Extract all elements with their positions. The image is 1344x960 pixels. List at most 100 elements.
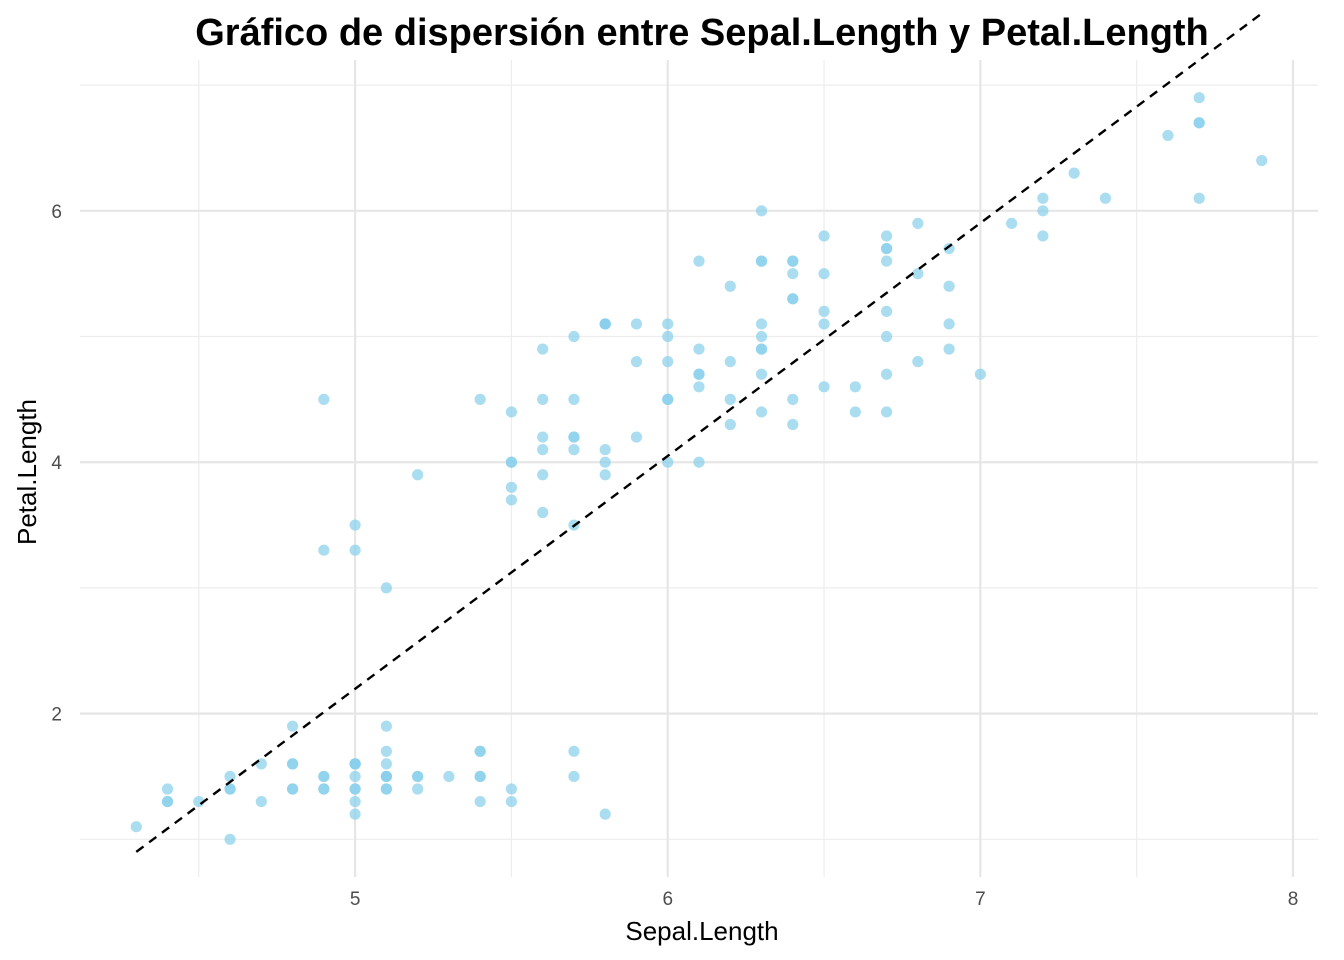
data-point — [224, 783, 236, 795]
data-point — [349, 758, 361, 770]
data-point — [818, 381, 830, 393]
chart-title: Gráfico de dispersión entre Sepal.Length… — [195, 12, 1209, 54]
data-point — [943, 343, 955, 355]
data-point — [787, 293, 799, 305]
data-point — [412, 770, 424, 783]
data-point — [755, 368, 768, 380]
data-point — [349, 795, 361, 808]
data-point — [505, 783, 518, 795]
data-point — [161, 795, 174, 808]
data-point — [630, 318, 643, 330]
data-point — [1006, 217, 1018, 229]
data-point — [130, 821, 142, 833]
data-point — [974, 368, 986, 380]
data-point — [286, 720, 299, 732]
data-point — [380, 720, 392, 732]
data-point — [537, 469, 549, 481]
data-point — [630, 356, 643, 368]
data-point — [662, 356, 674, 368]
data-point — [349, 783, 361, 795]
data-point — [1193, 117, 1205, 129]
data-point — [255, 758, 267, 770]
data-point — [693, 381, 705, 393]
data-point — [380, 770, 392, 783]
data-point — [912, 217, 924, 229]
data-point — [599, 456, 611, 468]
y-tick-labels: 2 4 6 — [51, 202, 62, 726]
data-point — [505, 494, 518, 506]
data-point — [474, 770, 486, 783]
data-point — [349, 519, 361, 531]
data-point — [880, 305, 893, 317]
data-point — [755, 330, 768, 343]
data-point — [537, 444, 549, 456]
data-point — [1037, 192, 1049, 204]
reference-line — [135, 12, 1263, 853]
data-point — [818, 268, 830, 280]
data-point — [1099, 192, 1112, 204]
data-point — [349, 808, 361, 820]
data-point — [787, 268, 799, 280]
data-points — [130, 92, 1268, 845]
data-point — [849, 406, 861, 418]
data-point — [318, 393, 330, 405]
data-point — [537, 431, 549, 443]
data-point — [443, 770, 455, 783]
data-point — [880, 255, 893, 267]
data-point — [755, 205, 768, 217]
data-point — [224, 770, 236, 783]
data-point — [537, 343, 549, 355]
x-tick-label: 7 — [975, 889, 986, 910]
data-point — [724, 356, 736, 368]
data-point — [755, 343, 768, 355]
data-point — [662, 318, 674, 330]
data-point — [537, 506, 549, 519]
data-point — [474, 795, 486, 808]
data-point — [568, 770, 580, 783]
y-tick-label: 6 — [51, 202, 62, 223]
data-point — [599, 318, 611, 330]
data-point — [755, 255, 768, 267]
data-point — [474, 393, 486, 405]
data-point — [349, 544, 361, 556]
data-point — [630, 431, 643, 443]
data-point — [599, 808, 611, 820]
data-point — [943, 280, 955, 292]
data-point — [849, 381, 861, 393]
data-point — [724, 393, 736, 405]
data-point — [724, 418, 736, 431]
data-point — [1037, 230, 1049, 242]
data-point — [818, 305, 830, 317]
data-point — [693, 343, 705, 355]
data-point — [380, 758, 392, 770]
data-point — [380, 582, 392, 594]
data-point — [912, 356, 924, 368]
data-point — [161, 783, 174, 795]
data-point — [286, 783, 299, 795]
data-point — [568, 330, 580, 343]
data-point — [880, 406, 893, 418]
data-point — [568, 745, 580, 757]
data-point — [787, 393, 799, 405]
x-axis-title: Sepal.Length — [625, 916, 778, 946]
data-point — [912, 268, 924, 280]
data-point — [255, 795, 267, 808]
data-point — [318, 770, 330, 783]
data-point — [412, 783, 424, 795]
data-point — [787, 255, 799, 267]
data-point — [1256, 154, 1268, 167]
data-point — [474, 745, 486, 757]
data-point — [724, 280, 736, 292]
data-point — [693, 456, 705, 468]
data-point — [693, 255, 705, 267]
data-point — [693, 368, 705, 380]
x-tick-labels: 5 6 7 8 — [350, 889, 1298, 910]
y-tick-label: 2 — [51, 705, 62, 726]
data-point — [662, 330, 674, 343]
data-point — [880, 368, 893, 380]
data-point — [1193, 92, 1205, 104]
data-point — [755, 318, 768, 330]
data-point — [755, 406, 768, 418]
